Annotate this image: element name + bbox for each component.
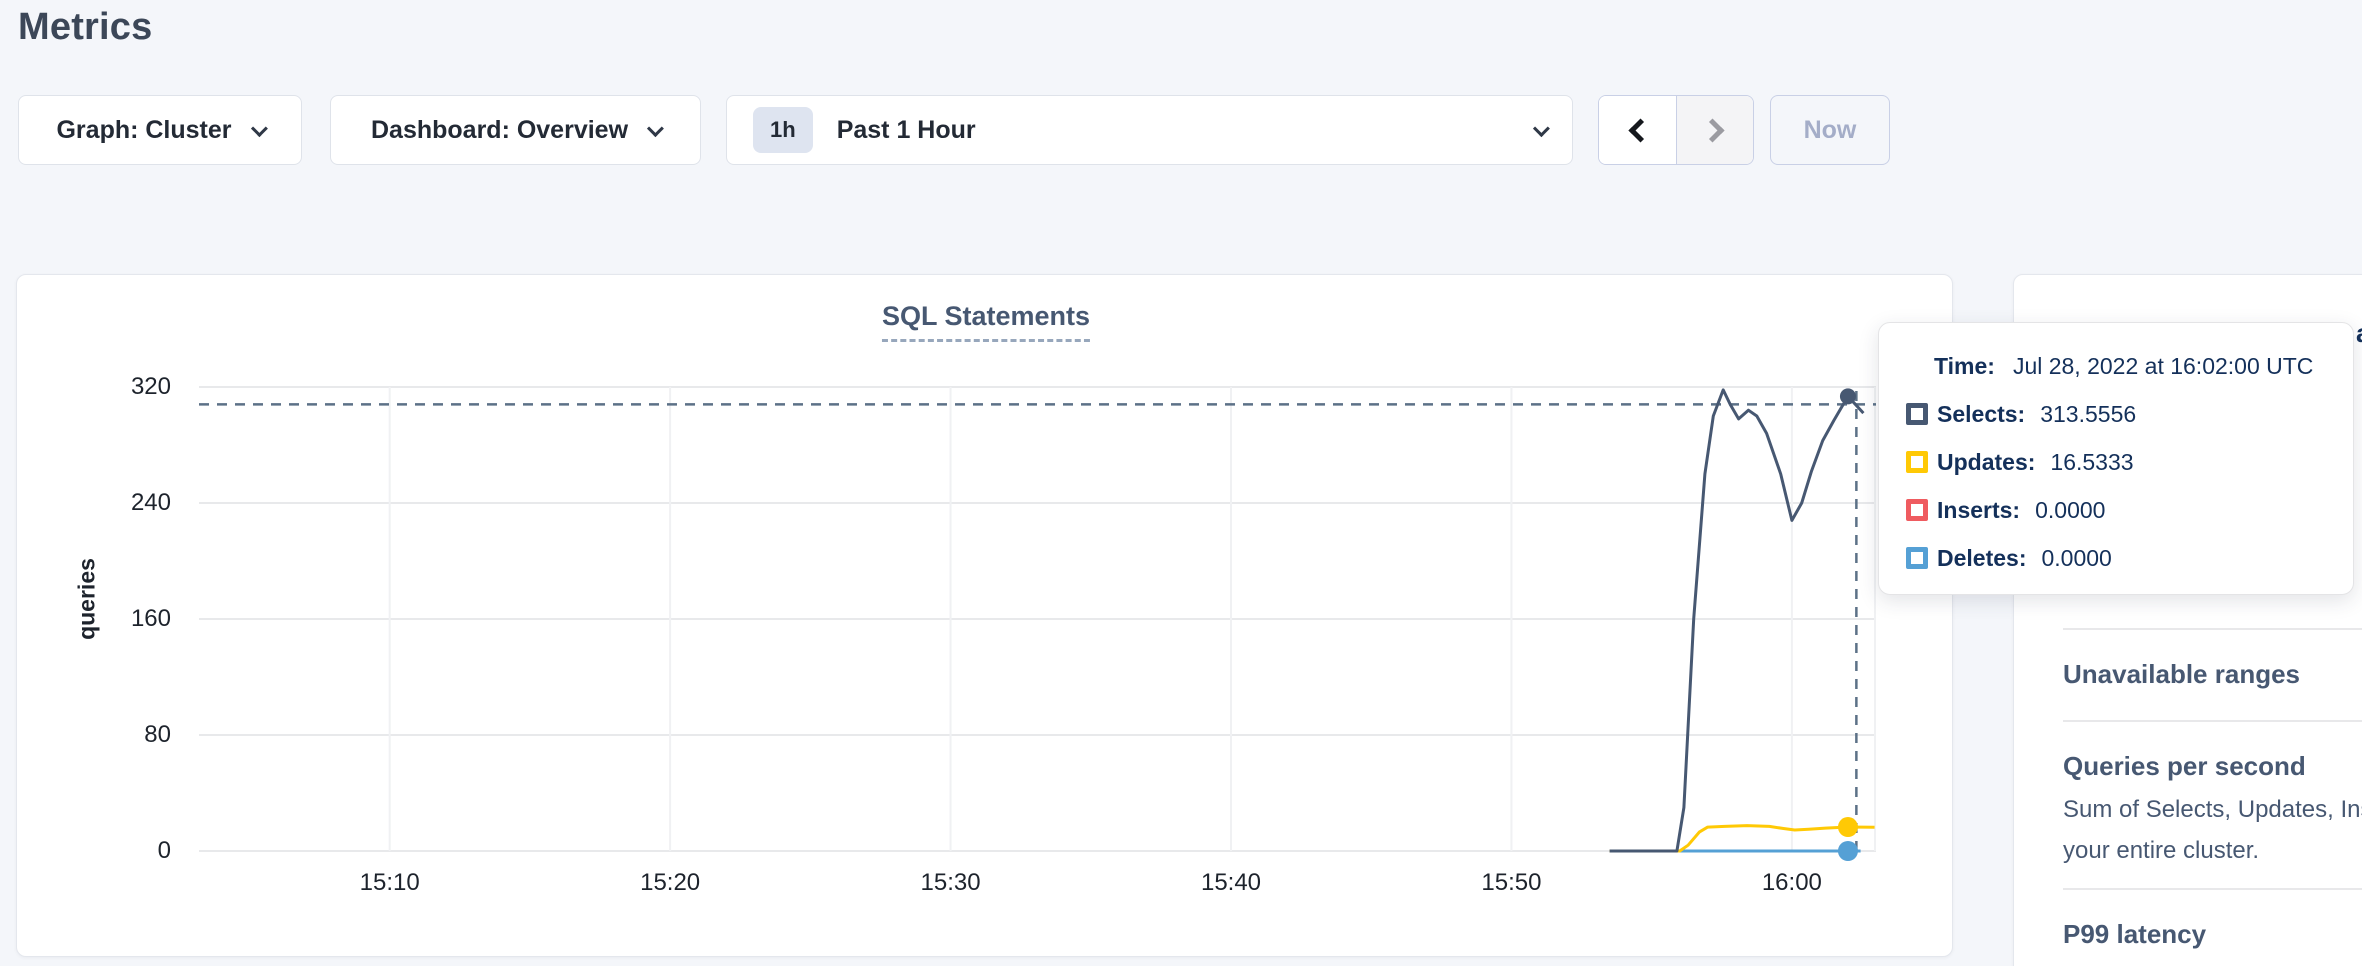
x-axis-tick: 15:10 [359, 869, 420, 896]
sidebar-section-heading: Queries per second [2063, 751, 2306, 781]
tooltip-series-value: 313.5556 [2040, 400, 2137, 427]
chevron-down-icon [646, 120, 664, 138]
tooltip-time-label: Time: [1934, 353, 1995, 379]
x-axis-tick: 15:50 [1481, 869, 1542, 896]
chevron-down-icon [250, 120, 268, 138]
x-axis-tick: 15:20 [640, 869, 701, 896]
divider [2063, 628, 2362, 630]
dashboard-selector-label: Dashboard: Overview [370, 115, 629, 144]
selects-swatch-icon [1906, 403, 1928, 425]
tooltip-row-updates: Updates: 16.5333 [1906, 447, 2353, 477]
sidebar-section: Unavailable ranges [2063, 628, 2362, 694]
x-axis-tick: 15:40 [1200, 869, 1262, 896]
y-axis-tick: 80 [144, 721, 171, 748]
x-axis-tick: 16:00 [1761, 869, 1822, 896]
page-title: Metrics [18, 6, 153, 48]
deletes-swatch-icon [1906, 547, 1928, 569]
sidebar-sections: Unavailable ranges Queries per second Sum … [2063, 628, 2362, 966]
tooltip-series-label: Inserts: [1937, 496, 2021, 523]
chevron-right-icon [1699, 117, 1725, 143]
sidebar-section-body-line: Sum of Selects, Updates, Inserts, and [2063, 796, 2362, 823]
tooltip-series-label: Selects: [1937, 400, 2026, 427]
tooltip-series-label: Updates: [1937, 448, 2036, 475]
tooltip-row-selects: Selects: 313.5556 [1906, 399, 2353, 429]
time-window-badge: 1h [753, 107, 813, 153]
chevron-left-icon [1628, 117, 1653, 143]
chart-title: SQL Statements [881, 301, 1091, 342]
chevron-down-icon [1532, 120, 1550, 138]
sidebar-section: Queries per second Sum of Selects, Update… [2063, 720, 2362, 868]
sql-statements-chart[interactable] [199, 386, 1876, 861]
data-point-deletes [1837, 841, 1858, 861]
tooltip-series-value: 16.5333 [2050, 448, 2134, 475]
y-axis-tick: 320 [130, 373, 171, 400]
data-point-updates [1837, 817, 1858, 838]
chart-hover-tooltip: Time: Jul 28, 2022 at 16:02:00 UTC Select… [1878, 322, 2354, 595]
updates-swatch-icon [1906, 451, 1928, 473]
time-pager [1598, 95, 1754, 165]
divider [2063, 720, 2362, 722]
y-axis-tick: 240 [130, 489, 171, 516]
sidebar-section-heading: Unavailable ranges [2063, 659, 2300, 689]
clipped-sidebar-heading-fragment: a [2356, 318, 2362, 349]
tooltip-series-label: Deletes: [1937, 544, 2027, 571]
chart-title-text[interactable]: SQL Statements [881, 301, 1091, 342]
tooltip-row-deletes: Deletes: 0.0000 [1906, 543, 2353, 573]
time-window-label: Past 1 Hour [836, 115, 976, 144]
dashboard-selector-dropdown[interactable]: Dashboard: Overview [330, 95, 701, 165]
tooltip-time-value: Jul 28, 2022 at 16:02:00 UTC [2012, 353, 2314, 379]
time-window-selector[interactable]: 1h Past 1 Hour [726, 95, 1573, 165]
next-time-button-disabled[interactable] [1676, 96, 1753, 164]
x-axis-tick: 15:30 [920, 869, 981, 896]
inserts-swatch-icon [1906, 499, 1928, 521]
sidebar-section-heading: P99 latency [2063, 919, 2207, 949]
data-point-selects [1839, 388, 1856, 405]
sidebar-section-body-line: your entire cluster. [2063, 837, 2260, 864]
y-axis-tick: 0 [157, 837, 171, 864]
y-axis-tick: 160 [130, 605, 171, 632]
tooltip-time-row: Time: Jul 28, 2022 at 16:02:00 UTC [1934, 351, 2353, 381]
prev-time-button[interactable] [1599, 96, 1676, 164]
graph-selector-label: Graph: Cluster [56, 115, 232, 144]
sql-statements-chart-card: SQL Statements queries 0 80 160 240 320 15:1… [16, 274, 1953, 957]
series-line-selects [1609, 388, 1865, 853]
graph-selector-dropdown[interactable]: Graph: Cluster [18, 95, 302, 165]
sidebar-section: P99 latency [2063, 888, 2362, 954]
tooltip-row-inserts: Inserts: 0.0000 [1906, 495, 2353, 525]
now-button-disabled[interactable]: Now [1770, 95, 1890, 165]
tooltip-series-value: 0.0000 [2035, 496, 2106, 523]
tooltip-series-value: 0.0000 [2041, 544, 2112, 571]
series-line-updates [1609, 824, 1875, 853]
divider [2063, 888, 2362, 890]
